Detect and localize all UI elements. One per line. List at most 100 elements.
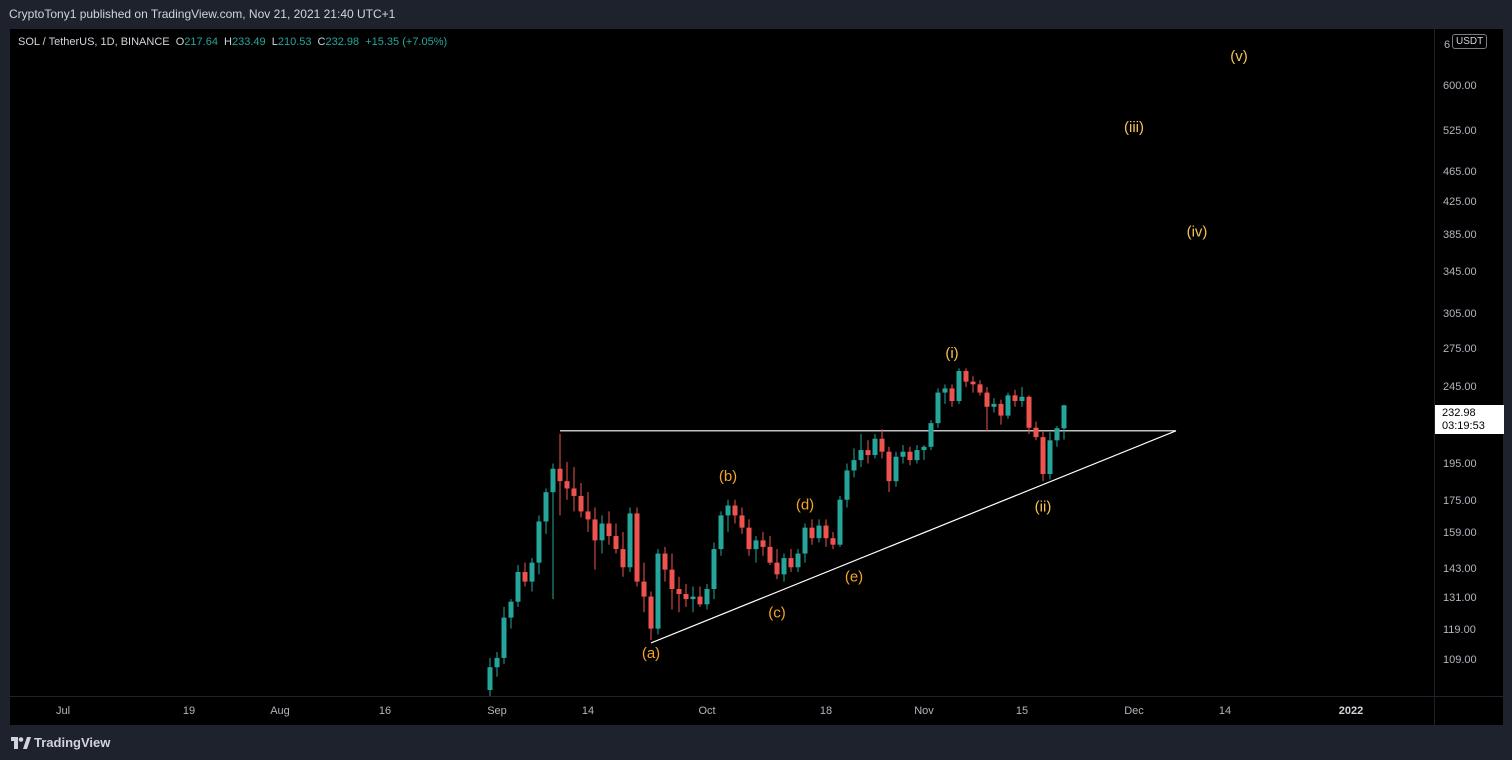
open-value: 217.64 xyxy=(184,36,218,48)
candle-body xyxy=(949,388,955,402)
candle-body xyxy=(739,515,745,528)
price-axis[interactable]: 6 USDT 600.00 525.00 465.00 425.00 385.00 345… xyxy=(1435,29,1504,696)
candle-body xyxy=(571,488,577,496)
candle-body xyxy=(648,596,654,629)
candle-body xyxy=(858,450,864,461)
candle-body xyxy=(620,549,626,568)
candle-body xyxy=(963,371,969,382)
candle-body xyxy=(977,384,983,393)
candle-body xyxy=(529,562,535,582)
currency-button[interactable]: USDT xyxy=(1452,34,1488,49)
price-tick-label: 275.00 xyxy=(1443,342,1477,355)
price-tick-label: 245.00 xyxy=(1443,381,1477,394)
candle-body xyxy=(935,392,941,424)
time-tick-label: 2022 xyxy=(1338,705,1364,717)
footer-brand-label: TradingView xyxy=(34,735,111,750)
time-tick-label: Oct xyxy=(698,705,716,717)
candle-body xyxy=(830,538,836,545)
candle-body xyxy=(928,423,934,447)
tradingview-logo-icon xyxy=(11,736,31,749)
candle-body xyxy=(998,403,1004,416)
time-tick-label: Jul xyxy=(55,705,71,717)
close-label: C xyxy=(317,36,326,48)
publish-info: CryptoTony1 published on TradingView.com… xyxy=(9,7,396,21)
high-value: 233.49 xyxy=(231,36,266,48)
price-tick-label: 425.00 xyxy=(1443,196,1477,209)
candle-body xyxy=(543,492,549,522)
candle-body xyxy=(501,617,507,658)
price-tick-label: 195.00 xyxy=(1443,458,1477,471)
wave-label: (e) xyxy=(845,569,863,586)
price-tick-label: 131.00 xyxy=(1443,592,1477,605)
candle-body xyxy=(942,388,948,393)
candle-body xyxy=(1054,428,1060,441)
candle-body xyxy=(564,481,570,489)
candle-body xyxy=(613,536,619,550)
candle-body xyxy=(1012,395,1018,402)
candle-body xyxy=(879,438,885,452)
time-tick-label: Aug xyxy=(270,705,290,717)
chart-area[interactable]: (a) (b) (c) (d) (e) (i) (ii) (iii) (iv) (v) SOL /… xyxy=(10,29,1434,696)
time-tick-label: 16 xyxy=(378,705,392,717)
time-tick-label: 14 xyxy=(1218,705,1232,717)
candle-body xyxy=(753,540,759,550)
candle-body xyxy=(704,589,710,605)
candle-body xyxy=(872,438,878,456)
candle-body xyxy=(536,521,542,563)
wave-label: (c) xyxy=(768,605,786,622)
candle-body xyxy=(991,403,997,407)
wave-label: (d) xyxy=(796,496,814,513)
wave-label: (a) xyxy=(642,645,660,662)
price-tick-label: 119.00 xyxy=(1443,624,1476,637)
candle-body xyxy=(851,460,857,471)
candle-body xyxy=(634,513,640,582)
low-label: L xyxy=(271,36,278,48)
time-axis[interactable]: Jul19Aug16Sep14Oct18Nov15Dec14202217 xyxy=(10,697,1469,725)
candle-body xyxy=(907,451,913,461)
wave-label: (b) xyxy=(719,468,737,485)
high-label: H xyxy=(224,36,232,48)
wave-label: (v) xyxy=(1230,48,1248,65)
price-tick-label: 143.00 xyxy=(1443,562,1477,575)
candle-body xyxy=(578,495,584,512)
candle-body xyxy=(816,525,822,539)
candle-body xyxy=(550,468,556,493)
candle-body xyxy=(641,581,647,597)
close-value: 232.98 xyxy=(325,36,360,48)
footer-brand[interactable]: TradingView xyxy=(11,735,110,750)
change-value: +15.35 (+7.05%) xyxy=(365,36,448,48)
wave-label: (iv) xyxy=(1187,223,1208,240)
candle-body xyxy=(676,589,682,595)
low-value: 210.53 xyxy=(277,36,312,48)
trendline-1 xyxy=(650,430,1177,644)
candle-body xyxy=(788,558,794,568)
candle-body xyxy=(1026,396,1032,428)
candle-body xyxy=(592,519,598,541)
wave-label: (iii) xyxy=(1124,119,1144,136)
candle-body xyxy=(522,571,528,582)
time-tick-label: 18 xyxy=(819,705,833,717)
candle-body xyxy=(837,499,843,545)
time-tick-label: 15 xyxy=(1015,705,1029,717)
symbol-label: SOL / TetherUS, 1D, BINANCE xyxy=(18,36,170,48)
price-tick-label: 385.00 xyxy=(1443,229,1477,242)
candlestick-chart[interactable]: (a) (b) (c) (d) (e) (i) (ii) (iii) (iv) (v) xyxy=(10,29,1434,696)
candle-body xyxy=(774,562,780,575)
candle-body xyxy=(914,450,920,461)
candle-body xyxy=(1033,427,1039,438)
candle-body xyxy=(662,553,668,570)
candle-body xyxy=(760,540,766,547)
candle-body xyxy=(487,667,493,690)
current-price-value: 232.98 xyxy=(1442,407,1476,419)
candle-body xyxy=(984,392,990,407)
candle-body xyxy=(606,523,612,537)
candle-body xyxy=(767,546,773,563)
candle-body xyxy=(725,505,731,516)
candle-body xyxy=(781,558,787,575)
candle-body xyxy=(865,450,871,456)
wave-label: (ii) xyxy=(1035,498,1052,515)
time-tick-label: 19 xyxy=(182,705,196,717)
candle-body xyxy=(1047,440,1053,474)
candle-body xyxy=(900,451,906,457)
candle-body xyxy=(746,527,752,550)
